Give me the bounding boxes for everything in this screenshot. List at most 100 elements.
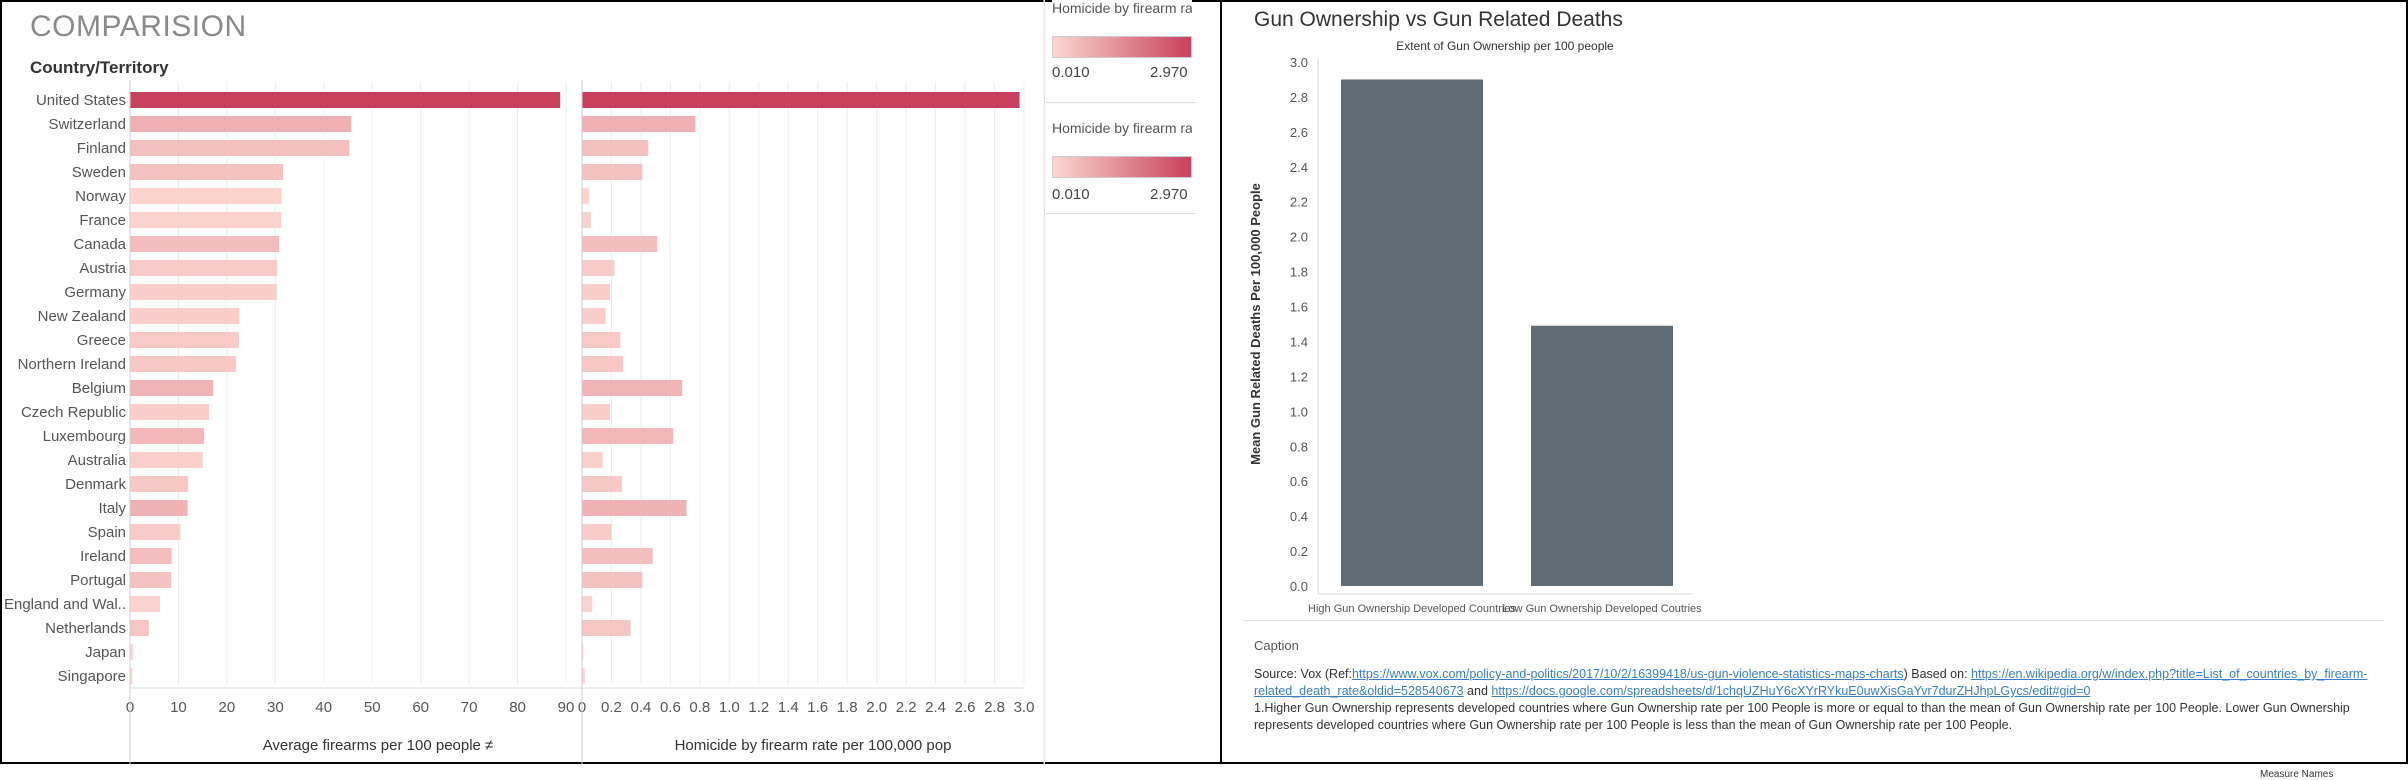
country-label: Italy <box>98 500 126 517</box>
homicide-bar <box>582 164 643 180</box>
homicide-bar <box>582 356 624 372</box>
legend-min-label: 0.010 <box>1052 186 1090 203</box>
measure-names-label: Measure Names <box>2260 769 2334 780</box>
country-label: Northern Ireland <box>18 356 126 373</box>
y-tick-label: 1.6 <box>1290 300 1308 315</box>
chart-subtitle: Extent of Gun Ownership per 100 people <box>1396 39 1614 53</box>
firearms-bar <box>130 548 172 564</box>
x-axis-title: Homicide by firearm rate per 100,000 pop <box>675 737 952 754</box>
country-label: Canada <box>73 236 126 253</box>
homicide-bar <box>582 644 584 660</box>
homicide-bar <box>582 476 622 492</box>
legend-title: Homicide by firearm rate... <box>1052 120 1192 136</box>
google-sheets-link[interactable]: https://docs.google.com/spreadsheets/d/1… <box>1491 684 2091 698</box>
x-tick-label: 1.6 <box>807 699 828 716</box>
country-label: Portugal <box>70 572 126 589</box>
homicide-bar <box>582 500 687 516</box>
legend-max-label: 2.970 <box>1150 64 1188 81</box>
x-tick-label: 2.0 <box>866 699 887 716</box>
firearms-bar <box>130 668 133 684</box>
y-tick-label: 0.4 <box>1290 509 1308 524</box>
y-tick-label: 1.2 <box>1290 369 1308 384</box>
y-tick-label: 1.0 <box>1290 404 1308 419</box>
firearms-bar <box>130 452 203 468</box>
caption-divider <box>1244 620 2384 621</box>
firearms-bar <box>130 644 133 660</box>
homicide-bar <box>582 668 585 684</box>
y-tick-label: 0.8 <box>1290 439 1308 454</box>
homicide-bar <box>582 284 610 300</box>
firearms-bar <box>130 380 214 396</box>
firearms-bar <box>130 428 205 444</box>
ownership-bar <box>1341 79 1483 586</box>
firearms-bar <box>130 92 561 108</box>
x-tick-label: 1.0 <box>719 699 740 716</box>
homicide-bar <box>582 524 612 540</box>
color-ramp <box>1052 156 1192 178</box>
country-label: Norway <box>75 188 126 205</box>
homicide-bar <box>582 212 591 228</box>
homicide-bar <box>582 260 615 276</box>
y-tick-label: 2.0 <box>1290 230 1308 245</box>
x-tick-label: 70 <box>461 699 478 716</box>
homicide-bar <box>582 596 593 612</box>
y-tick-label: 0.6 <box>1290 474 1308 489</box>
country-label: Belgium <box>72 380 126 397</box>
caption-source: Source: Vox (Ref: <box>1254 667 1352 681</box>
color-legend-1[interactable]: Homicide by firearm rate... <box>1052 0 1192 58</box>
homicide-bar <box>582 116 696 132</box>
firearms-bar <box>130 236 280 252</box>
country-label: Singapore <box>58 668 126 685</box>
vox-link[interactable]: https://www.vox.com/policy-and-politics/… <box>1351 667 1904 681</box>
x-tick-label: 1.4 <box>778 699 799 716</box>
x-tick-label: 3.0 <box>1014 699 1035 716</box>
firearms-bar <box>130 500 188 516</box>
firearms-bar <box>130 308 240 324</box>
homicide-bar <box>582 380 683 396</box>
country-label: Switzerland <box>48 116 126 133</box>
color-ramp <box>1052 36 1192 58</box>
x-axis-title: Average firearms per 100 people ≠ <box>263 737 494 754</box>
firearms-bar <box>130 116 352 132</box>
caption-based-on: ) Based on: <box>1903 667 1972 681</box>
firearms-bar <box>130 332 239 348</box>
homicide-bar <box>582 452 603 468</box>
x-tick-label: 90 <box>558 699 575 716</box>
x-tick-label: 0.2 <box>601 699 622 716</box>
x-tick-label: 50 <box>364 699 381 716</box>
country-label: Sweden <box>72 164 126 181</box>
country-label: France <box>79 212 126 229</box>
ownership-bar <box>1531 325 1673 586</box>
comparison-charts: United States Switzerland Finland Sweden Nor… <box>4 0 1045 764</box>
firearms-bar <box>130 188 282 204</box>
country-label: Luxembourg <box>43 428 126 445</box>
country-label: Finland <box>77 140 126 157</box>
y-tick-label: 2.2 <box>1290 195 1308 210</box>
y-tick-label: 2.8 <box>1290 90 1308 105</box>
firearms-bar <box>130 284 277 300</box>
ownership-bar-chart: 0.0 0.2 0.4 0.6 0.8 1.0 1.2 1.4 1.6 1.8 2.0 2.2 2.4 2… <box>1248 39 1702 615</box>
caption-and: and <box>1463 684 1492 698</box>
x-tick-label: 0.4 <box>631 699 652 716</box>
comparison-title: COMPARISION <box>30 10 247 43</box>
x-tick-label: 0.6 <box>660 699 681 716</box>
wikipedia-link[interactable]: https://en.wikipedia.org/w/index.php?tit… <box>1254 667 2368 698</box>
x-tick-label: 60 <box>412 699 429 716</box>
y-axis-title: Mean Gun Related Deaths Per 100,000 Peop… <box>1248 183 1263 465</box>
country-label: Australia <box>68 452 127 469</box>
firearms-bar <box>130 260 278 276</box>
firearms-bar <box>130 404 209 420</box>
country-label: New Zealand <box>38 308 126 325</box>
country-label: Japan <box>85 644 126 661</box>
comparison-dashboard-panel <box>0 0 1222 764</box>
country-label: Greece <box>77 332 126 349</box>
firearms-bar <box>130 476 189 492</box>
firearms-bar <box>130 212 282 228</box>
homicide-bar <box>582 404 610 420</box>
caption-text: Source: Vox (Ref:https://www.vox.com/pol… <box>1254 666 2384 734</box>
color-legend-2[interactable]: Homicide by firearm rate... <box>1052 120 1192 178</box>
x-tick-label: 80 <box>509 699 526 716</box>
homicide-bar <box>582 92 1020 108</box>
legend-max-label: 2.970 <box>1150 186 1188 203</box>
y-tick-label: 0.2 <box>1290 544 1308 559</box>
